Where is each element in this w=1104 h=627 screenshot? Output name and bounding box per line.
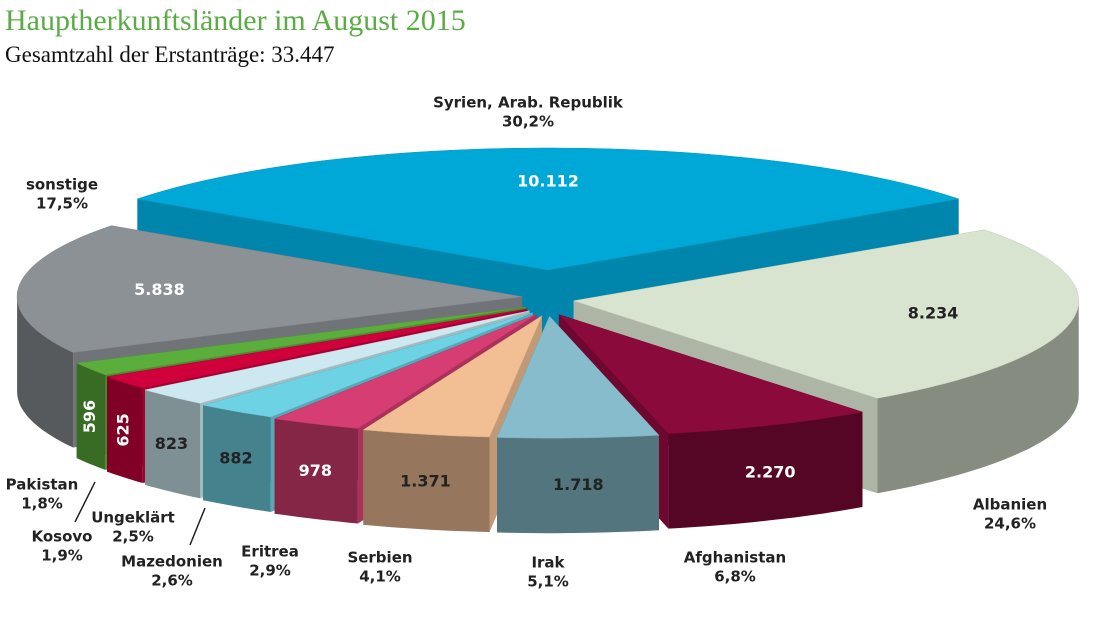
slice — [16, 225, 523, 353]
value-label: 1.371 — [400, 471, 451, 490]
slice — [203, 312, 533, 418]
category-label: Afghanistan — [684, 549, 786, 567]
category-label: Albanien — [973, 496, 1047, 514]
chart-title: Hauptherkunftsländer im August 2015 — [5, 4, 466, 37]
percentage-label: 5,1% — [527, 573, 569, 591]
slice — [362, 315, 543, 438]
category-label: sonstige — [26, 176, 98, 194]
value-label: 823 — [155, 434, 188, 453]
slice-wall — [17, 296, 74, 448]
slice-wall — [363, 429, 490, 532]
percentage-label: 1,8% — [21, 495, 63, 513]
slice-wall — [877, 300, 1079, 494]
value-label: 8.234 — [908, 304, 959, 323]
slice — [106, 308, 528, 389]
category-label: Eritrea — [241, 543, 299, 561]
percentage-label: 1,9% — [41, 547, 83, 565]
slice — [496, 315, 660, 439]
slice — [273, 314, 537, 429]
pie — [16, 147, 1079, 534]
slice — [573, 229, 1079, 399]
percentage-label: 6,8% — [714, 568, 756, 586]
slice — [144, 310, 530, 404]
category-label: Serbien — [347, 549, 412, 567]
slice-wall — [145, 389, 200, 499]
value-label: 978 — [299, 461, 332, 480]
slice — [558, 313, 863, 434]
percentage-label: 30,2% — [502, 113, 554, 131]
percentage-label: 2,5% — [112, 528, 154, 546]
slice-wall — [668, 412, 863, 529]
percentage-label: 4,1% — [359, 568, 401, 586]
slice-wall — [107, 376, 143, 483]
value-label: 1.718 — [553, 475, 604, 494]
category-label: Ungeklärt — [91, 509, 175, 527]
value-label: 882 — [219, 448, 252, 467]
slice-wall — [497, 435, 659, 534]
value-label: 596 — [80, 400, 99, 433]
slice — [75, 306, 526, 376]
percentage-label: 2,9% — [249, 562, 291, 580]
percentage-label: 17,5% — [36, 195, 88, 213]
value-label: 10.112 — [517, 172, 579, 191]
value-label: 5.838 — [134, 280, 185, 299]
slice-wall — [274, 418, 358, 524]
chart-subtitle: Gesamtzahl der Erstanträge: 33.447 — [5, 42, 335, 67]
category-label: Kosovo — [32, 528, 93, 546]
percentage-label: 2,6% — [151, 572, 193, 590]
slice-wall — [76, 363, 106, 470]
value-label: 625 — [114, 413, 133, 446]
category-label: Syrien, Arab. Republik — [433, 94, 624, 112]
slice — [137, 147, 959, 271]
value-label: 2.270 — [745, 462, 796, 481]
slice-wall — [203, 405, 271, 512]
percentage-label: 24,6% — [984, 515, 1036, 533]
leader-line — [74, 481, 96, 523]
leader-line — [189, 507, 206, 546]
category-label: Mazedonien — [121, 553, 223, 571]
category-label: Irak — [531, 554, 565, 572]
category-label: Pakistan — [6, 476, 79, 494]
